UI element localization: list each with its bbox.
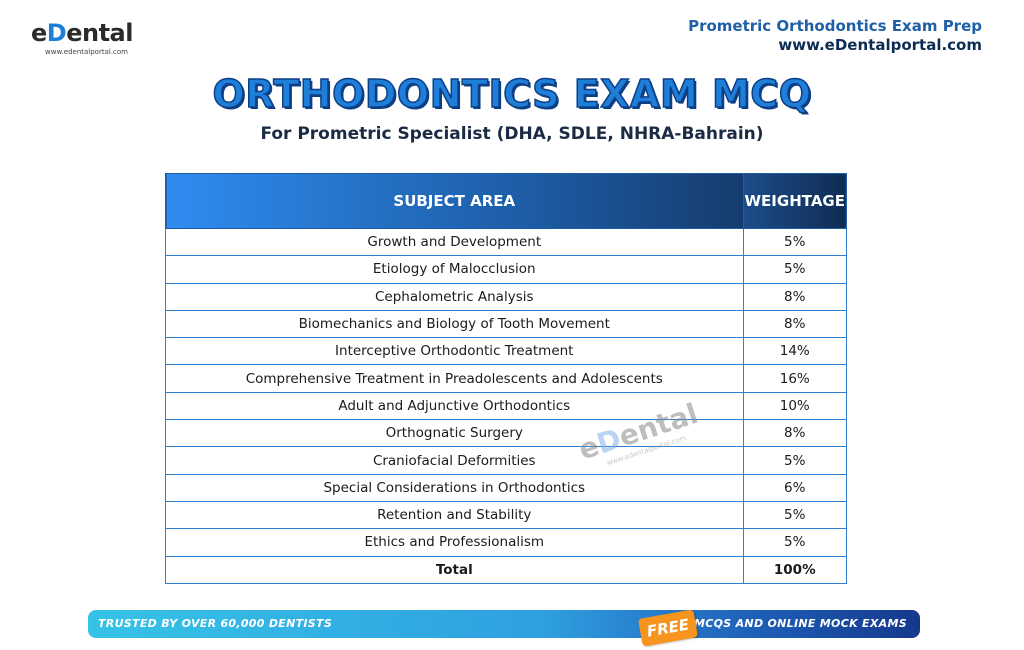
logo-rest: ental bbox=[66, 19, 133, 47]
subject-cell: Ethics and Professionalism bbox=[165, 528, 744, 557]
footer-banner: TRUSTED BY OVER 60,000 DENTISTS MCQS AND… bbox=[88, 610, 920, 638]
subject-cell: Orthognatic Surgery bbox=[165, 419, 744, 448]
subject-cell: Growth and Development bbox=[165, 227, 744, 257]
weight-cell: 16% bbox=[742, 364, 848, 393]
table-row: Craniofacial Deformities 5% bbox=[165, 446, 848, 475]
subject-area-header: SUBJECT AREA bbox=[165, 173, 744, 229]
table-row: Interceptive Orthodontic Treatment 14% bbox=[165, 337, 848, 366]
logo-prefix: e bbox=[31, 19, 47, 47]
weight-cell: 5% bbox=[742, 227, 848, 257]
weight-cell: 5% bbox=[742, 446, 848, 475]
subject-cell: Retention and Stability bbox=[165, 500, 744, 530]
weight-cell: 8% bbox=[742, 419, 848, 448]
table-row: Ethics and Professionalism 5% bbox=[165, 528, 848, 557]
subject-cell: Cephalometric Analysis bbox=[165, 282, 744, 311]
weight-cell: 10% bbox=[742, 391, 848, 421]
subject-cell: Craniofacial Deformities bbox=[165, 446, 744, 475]
weight-cell: 6% bbox=[742, 473, 848, 502]
exam-prep-title: Prometric Orthodontics Exam Prep bbox=[688, 17, 982, 35]
weight-cell: 5% bbox=[742, 528, 848, 557]
logo-wordmark: eDental bbox=[31, 20, 133, 46]
subject-cell: Comprehensive Treatment in Preadolescent… bbox=[165, 364, 744, 393]
subject-cell: Special Considerations in Orthodontics bbox=[165, 473, 744, 502]
top-right-header: Prometric Orthodontics Exam Prep www.eDe… bbox=[688, 17, 982, 55]
table-row: Comprehensive Treatment in Preadolescent… bbox=[165, 364, 848, 393]
logo-url: www.edentalportal.com bbox=[45, 48, 128, 56]
table-row: Retention and Stability 5% bbox=[165, 500, 848, 530]
total-weight: 100% bbox=[742, 555, 848, 584]
edental-logo: eDental www.edentalportal.com bbox=[31, 20, 133, 56]
table-row: Special Considerations in Orthodontics 6% bbox=[165, 473, 848, 502]
page-subtitle: For Prometric Specialist (DHA, SDLE, NHR… bbox=[260, 124, 764, 144]
total-row: Total 100% bbox=[165, 555, 848, 584]
logo-tooth-letter: D bbox=[46, 19, 67, 47]
subject-cell: Adult and Adjunctive Orthodontics bbox=[165, 391, 744, 421]
weightage-table: SUBJECT AREA WEIGHTAGE Growth and Develo… bbox=[165, 173, 848, 584]
weight-cell: 8% bbox=[742, 309, 848, 339]
weight-cell: 5% bbox=[742, 255, 848, 284]
table-row: Adult and Adjunctive Orthodontics 10% bbox=[165, 391, 848, 421]
table-row: Etiology of Malocclusion 5% bbox=[165, 255, 848, 284]
page-title: ORTHODONTICS EXAM MCQ bbox=[212, 71, 812, 117]
table-row: Growth and Development 5% bbox=[165, 227, 848, 257]
table-body: Growth and Development 5% Etiology of Malo… bbox=[165, 227, 848, 584]
weight-cell: 14% bbox=[742, 337, 848, 366]
subject-cell: Biomechanics and Biology of Tooth Moveme… bbox=[165, 309, 744, 339]
trusted-by-text: TRUSTED BY OVER 60,000 DENTISTS bbox=[98, 617, 333, 630]
website-link[interactable]: www.eDentalportal.com bbox=[778, 36, 982, 54]
table-row: Biomechanics and Biology of Tooth Moveme… bbox=[165, 309, 848, 339]
subject-cell: Etiology of Malocclusion bbox=[165, 255, 744, 284]
table-row: Cephalometric Analysis 8% bbox=[165, 282, 848, 311]
total-label: Total bbox=[165, 555, 744, 584]
weight-cell: 8% bbox=[742, 282, 848, 311]
mock-exams-text: MCQS AND ONLINE MOCK EXAMS bbox=[694, 617, 907, 630]
weight-cell: 5% bbox=[742, 500, 848, 530]
table-row: Orthognatic Surgery 8% bbox=[165, 419, 848, 448]
subject-cell: Interceptive Orthodontic Treatment bbox=[165, 337, 744, 366]
table-header-row: SUBJECT AREA WEIGHTAGE bbox=[165, 173, 848, 229]
weightage-header: WEIGHTAGE bbox=[742, 173, 848, 229]
